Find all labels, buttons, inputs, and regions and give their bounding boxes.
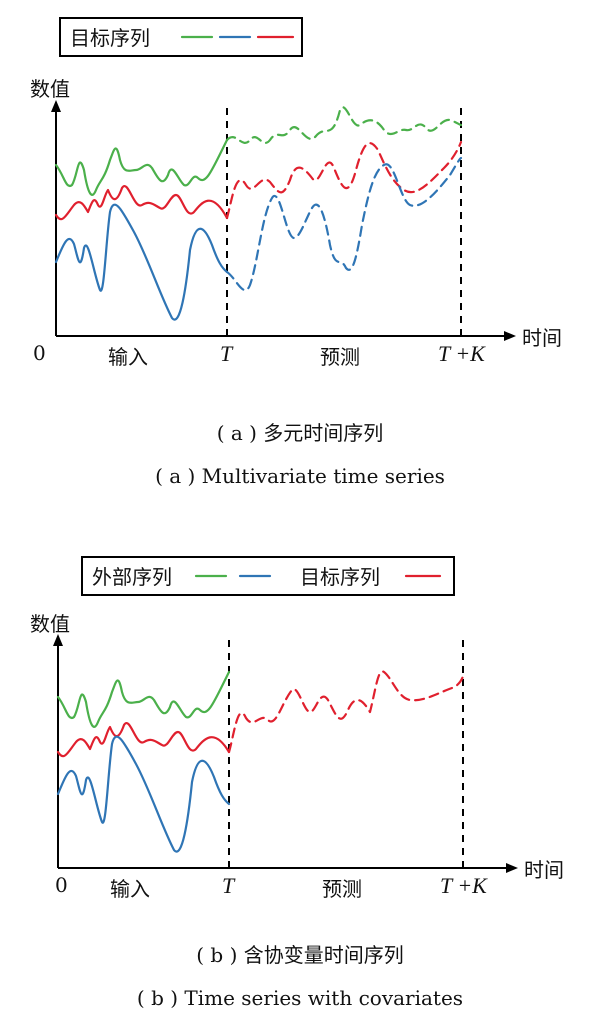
blue-series-forecast-a (225, 156, 463, 292)
red-series-forecast-b (227, 670, 465, 754)
input-label-a: 输入 (108, 345, 148, 369)
legend-b-external-label: 外部序列 (92, 565, 172, 589)
panel-a: 目标序列 数值 0 输入 T 预测 T +K 时间 ( a ) 多元时间序列 ( (30, 17, 562, 488)
legend-b: 外部序列 目标序列 (81, 556, 455, 596)
caption-en-a: ( a ) Multivariate time series (155, 464, 445, 488)
legend-a-label: 目标序列 (70, 26, 150, 50)
origin-label-a: 0 (33, 341, 46, 365)
legend-b-box (81, 556, 455, 596)
forecast-label-b: 预测 (322, 877, 362, 901)
x-axis-label-a: 时间 (522, 326, 562, 350)
y-axis-label-b: 数值 (30, 612, 70, 636)
green-series-forecast-a (225, 106, 463, 144)
blue-series-input-a (54, 203, 229, 321)
red-series-input-a (54, 184, 229, 221)
t-label-a: T (220, 341, 234, 366)
legend-b-target-label: 目标序列 (300, 565, 380, 589)
tk-label-b: T +K (440, 873, 488, 898)
y-axis-arrow-a (51, 100, 61, 112)
tk-label-a: T +K (438, 341, 486, 366)
red-series-forecast-a (225, 140, 463, 220)
y-axis-label-a: 数值 (30, 77, 70, 101)
origin-label-b: 0 (55, 873, 68, 897)
x-axis-arrow-a (504, 331, 516, 341)
t-label-b: T (222, 873, 236, 898)
panel-b: 外部序列 目标序列 数值 0 输入 T 预测 T +K 时间 ( b ) 含协变… (30, 556, 564, 1010)
y-axis-arrow-b (53, 634, 63, 646)
red-series-input-b (56, 721, 231, 758)
x-axis-arrow-b (506, 863, 518, 873)
input-label-b: 输入 (110, 877, 150, 901)
caption-en-b: ( b ) Time series with covariates (137, 986, 463, 1010)
caption-cn-a: ( a ) 多元时间序列 (217, 421, 384, 445)
green-series-input-b (56, 670, 231, 728)
forecast-label-a: 预测 (320, 345, 360, 369)
blue-series-input-b (56, 735, 231, 853)
x-axis-label-b: 时间 (524, 858, 564, 882)
green-series-input-a (54, 138, 229, 196)
caption-cn-b: ( b ) 含协变量时间序列 (196, 943, 403, 967)
legend-a: 目标序列 (59, 17, 303, 57)
